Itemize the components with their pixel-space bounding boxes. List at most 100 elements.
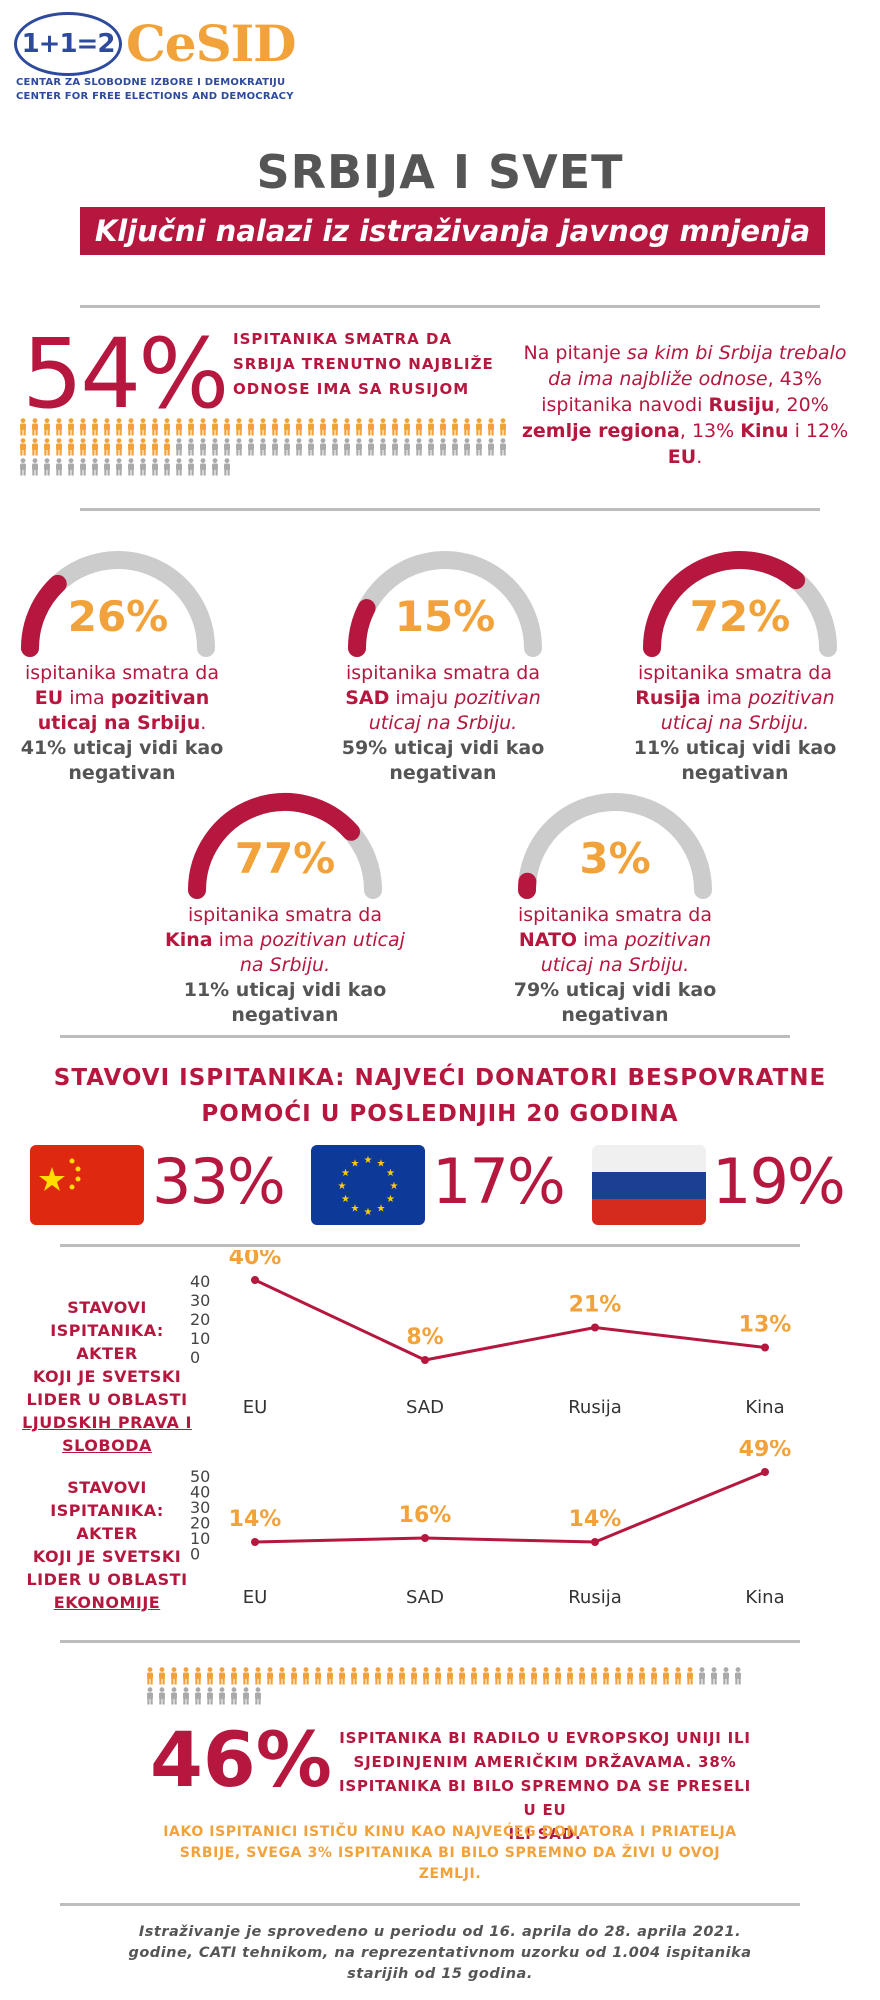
note-country: Rusiju xyxy=(708,394,775,416)
org-name-sr: CENTAR ZA SLOBODNE IZBORE I DEMOKRATIJU xyxy=(16,77,286,88)
person-icon xyxy=(380,418,386,436)
gauge-positive: pozitivan uticaj na Srbiju. xyxy=(368,687,541,734)
people-pictogram xyxy=(18,418,518,476)
person-icon xyxy=(243,1687,249,1705)
y-tick-label: 50 xyxy=(190,1467,210,1486)
person-icon xyxy=(440,418,446,436)
person-icon xyxy=(699,1667,705,1685)
gauge-statement: EU ima pozitivan uticaj na Srbiju. xyxy=(2,686,242,736)
closest-percent: 54% xyxy=(22,318,229,430)
chart2-label-line: LIDER U OBLASTI xyxy=(26,1570,188,1589)
person-icon xyxy=(224,418,230,436)
gauge-statement: SAD imaju pozitivan uticaj na Srbiju. xyxy=(318,686,568,736)
person-icon xyxy=(296,438,302,456)
gauge-negative: 41% uticaj vidi kao xyxy=(20,737,224,759)
gauge-eu xyxy=(21,551,215,657)
gauge-text-part: ima xyxy=(700,687,749,709)
person-icon xyxy=(20,458,26,476)
gauge-negative: negativan xyxy=(681,762,789,784)
person-icon xyxy=(440,438,446,456)
china-flag-icon xyxy=(39,1158,81,1191)
person-icon xyxy=(104,418,110,436)
footer-line: starijih od 15 godina. xyxy=(347,1966,533,1982)
eu-star-icon: ★ xyxy=(386,1194,395,1205)
note-question: sa kim bi Srbija trebalo da ima najbliže… xyxy=(548,342,847,390)
divider xyxy=(80,305,820,308)
x-category-label: EU xyxy=(243,1587,268,1608)
x-category-label: EU xyxy=(243,1397,268,1418)
person-icon xyxy=(344,418,350,436)
gauge-text-line: ispitanika smatra da xyxy=(518,904,712,926)
person-icon xyxy=(452,438,458,456)
gauge-negative: 11% uticaj vidi kao xyxy=(183,979,387,1001)
person-icon xyxy=(188,438,194,456)
note-text: , 13% xyxy=(679,420,741,442)
person-icon xyxy=(207,1687,213,1705)
person-icon xyxy=(171,1667,177,1685)
person-icon xyxy=(267,1667,273,1685)
chart2-label: STAVOVI ISPITANIKA: AKTER KOJI JE SVETSK… xyxy=(18,1476,196,1614)
gauge-negative: negativan xyxy=(231,1004,339,1026)
gauge-actor: SAD xyxy=(345,687,390,709)
y-tick-label: 30 xyxy=(190,1291,210,1310)
series-line xyxy=(254,1278,766,1362)
person-icon xyxy=(44,458,50,476)
data-point xyxy=(421,1356,429,1364)
migration-text: ISPITANIKA BI RADILO U EVROPSKOJ UNIJI I… xyxy=(335,1726,755,1846)
migration-percent: 46% xyxy=(150,1715,332,1804)
person-icon xyxy=(308,418,314,436)
russia-percent: 19% xyxy=(712,1145,846,1218)
closest-text-line: SRBIJA TRENUTNO NAJBLIŽE xyxy=(233,355,494,373)
person-icon xyxy=(200,458,206,476)
person-icon xyxy=(183,1687,189,1705)
logo-name: CeSID xyxy=(126,14,296,73)
person-icon xyxy=(188,458,194,476)
person-icon xyxy=(200,418,206,436)
person-icon xyxy=(356,418,362,436)
person-icon xyxy=(68,438,74,456)
chart2-label-line: KOJI JE SVETSKI xyxy=(32,1547,182,1566)
person-icon xyxy=(104,438,110,456)
eu-star-icon: ★ xyxy=(386,1168,395,1179)
footer-line: godine, CATI tehnikom, na reprezentativn… xyxy=(128,1945,752,1961)
person-icon xyxy=(68,458,74,476)
person-icon xyxy=(675,1667,681,1685)
person-icon xyxy=(116,458,122,476)
person-icon xyxy=(116,438,122,456)
y-tick-label: 20 xyxy=(190,1310,210,1329)
person-icon xyxy=(284,418,290,436)
gauge-text-part: . xyxy=(200,712,207,734)
person-icon xyxy=(80,418,86,436)
gauge-negative: 79% uticaj vidi kao xyxy=(513,979,717,1001)
gauge-percent: 3% xyxy=(579,834,651,883)
person-icon xyxy=(116,418,122,436)
note-text: , 43% ispitanika navodi xyxy=(541,368,822,416)
gauge-fill xyxy=(643,551,806,657)
person-icon xyxy=(519,1667,525,1685)
y-tick-label: 20 xyxy=(190,1514,210,1533)
person-icon xyxy=(32,418,38,436)
gauge-text-line: ispitanika smatra da xyxy=(346,662,540,684)
person-icon xyxy=(639,1667,645,1685)
chart1-label-line: STAVOVI xyxy=(67,1298,147,1317)
person-icon xyxy=(212,438,218,456)
person-icon xyxy=(92,418,98,436)
person-icon xyxy=(332,438,338,456)
person-icon xyxy=(687,1667,693,1685)
gauge-text-line: ispitanika smatra da xyxy=(188,904,382,926)
person-icon xyxy=(140,418,146,436)
person-icon xyxy=(200,438,206,456)
x-category-label: Kina xyxy=(745,1587,784,1608)
x-category-label: SAD xyxy=(406,1397,444,1418)
divider xyxy=(80,508,820,511)
person-icon xyxy=(368,438,374,456)
person-icon xyxy=(224,438,230,456)
migration-text-line: ILI SAD. xyxy=(508,1825,582,1843)
person-icon xyxy=(543,1667,549,1685)
person-icon xyxy=(591,1667,597,1685)
person-icon xyxy=(183,1667,189,1685)
eu-star-icon: ★ xyxy=(364,1155,373,1166)
chart1-label-line: ISPITANIKA: AKTER xyxy=(50,1321,164,1363)
person-icon xyxy=(615,1667,621,1685)
gauge-text: ispitanika smatra da SAD imaju pozitivan … xyxy=(318,661,568,786)
